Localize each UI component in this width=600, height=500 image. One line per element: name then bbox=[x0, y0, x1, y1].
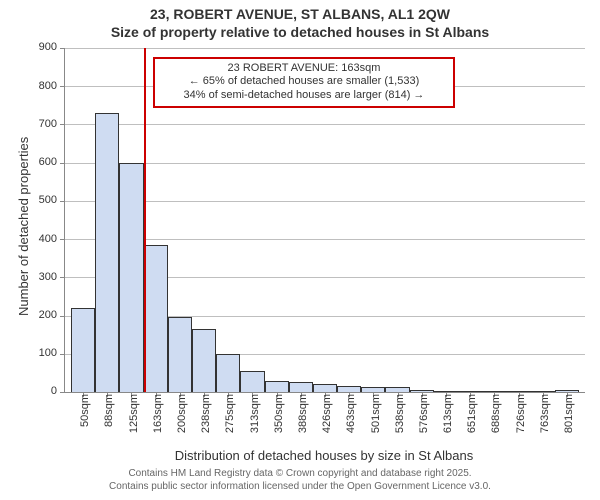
annotation-box: 23 ROBERT AVENUE: 163sqm← 65% of detache… bbox=[153, 57, 454, 108]
annotation-line1: 23 ROBERT AVENUE: 163sqm bbox=[158, 62, 449, 76]
x-tick-label: 651sqm bbox=[466, 394, 478, 444]
y-tick-label: 100 bbox=[27, 347, 57, 359]
y-tick-mark bbox=[60, 201, 65, 202]
x-tick-label: 538sqm bbox=[394, 394, 406, 444]
histogram-bar bbox=[144, 245, 168, 392]
y-tick-mark bbox=[60, 86, 65, 87]
plot-area: 010020030040050060070080090050sqm88sqm12… bbox=[64, 48, 585, 393]
x-tick-label: 501sqm bbox=[370, 394, 382, 444]
y-tick-label: 200 bbox=[27, 309, 57, 321]
x-tick-label: 688sqm bbox=[490, 394, 502, 444]
y-tick-label: 0 bbox=[27, 385, 57, 397]
x-tick-label: 801sqm bbox=[563, 394, 575, 444]
histogram-bar bbox=[216, 354, 240, 392]
histogram-bar bbox=[168, 317, 192, 392]
x-tick-label: 388sqm bbox=[297, 394, 309, 444]
x-tick-label: 275sqm bbox=[224, 394, 236, 444]
x-tick-label: 613sqm bbox=[442, 394, 454, 444]
y-tick-label: 500 bbox=[27, 194, 57, 206]
y-tick-label: 400 bbox=[27, 233, 57, 245]
x-tick-label: 125sqm bbox=[128, 394, 140, 444]
histogram-bar bbox=[95, 113, 119, 392]
x-tick-label: 313sqm bbox=[249, 394, 261, 444]
footer-line1: Contains HM Land Registry data © Crown c… bbox=[0, 468, 600, 481]
y-tick-mark bbox=[60, 163, 65, 164]
x-tick-label: 163sqm bbox=[152, 394, 164, 444]
x-tick-label: 200sqm bbox=[176, 394, 188, 444]
chart-title: 23, ROBERT AVENUE, ST ALBANS, AL1 2QW Si… bbox=[0, 0, 600, 41]
y-tick-mark bbox=[60, 48, 65, 49]
y-tick-label: 300 bbox=[27, 271, 57, 283]
y-tick-mark bbox=[60, 124, 65, 125]
histogram-bar bbox=[265, 381, 289, 392]
x-axis-label: Distribution of detached houses by size … bbox=[64, 448, 584, 463]
x-tick-label: 88sqm bbox=[103, 394, 115, 444]
y-tick-mark bbox=[60, 239, 65, 240]
property-size-histogram: 23, ROBERT AVENUE, ST ALBANS, AL1 2QW Si… bbox=[0, 0, 600, 500]
histogram-bar bbox=[192, 329, 216, 392]
x-tick-label: 763sqm bbox=[539, 394, 551, 444]
chart-title-line2: Size of property relative to detached ho… bbox=[0, 24, 600, 42]
y-tick-label: 600 bbox=[27, 156, 57, 168]
annotation-line2: ← 65% of detached houses are smaller (1,… bbox=[158, 75, 449, 89]
x-tick-label: 463sqm bbox=[345, 394, 357, 444]
y-tick-label: 800 bbox=[27, 80, 57, 92]
x-tick-label: 50sqm bbox=[79, 394, 91, 444]
x-tick-label: 576sqm bbox=[418, 394, 430, 444]
y-tick-label: 700 bbox=[27, 118, 57, 130]
y-tick-mark bbox=[60, 316, 65, 317]
property-marker-line bbox=[144, 48, 146, 392]
footer-line2: Contains public sector information licen… bbox=[0, 481, 600, 494]
chart-title-line1: 23, ROBERT AVENUE, ST ALBANS, AL1 2QW bbox=[0, 6, 600, 24]
x-tick-label: 238sqm bbox=[200, 394, 212, 444]
histogram-bar bbox=[240, 371, 264, 392]
histogram-bar bbox=[119, 163, 143, 392]
x-tick-label: 426sqm bbox=[321, 394, 333, 444]
y-tick-mark bbox=[60, 354, 65, 355]
histogram-bar bbox=[313, 384, 337, 392]
histogram-bar bbox=[289, 382, 313, 392]
x-tick-label: 726sqm bbox=[515, 394, 527, 444]
y-tick-mark bbox=[60, 392, 65, 393]
y-tick-label: 900 bbox=[27, 41, 57, 53]
annotation-line3: 34% of semi-detached houses are larger (… bbox=[158, 89, 449, 103]
x-tick-label: 350sqm bbox=[273, 394, 285, 444]
y-tick-mark bbox=[60, 277, 65, 278]
histogram-bar bbox=[71, 308, 95, 392]
footer-attribution: Contains HM Land Registry data © Crown c… bbox=[0, 468, 600, 493]
